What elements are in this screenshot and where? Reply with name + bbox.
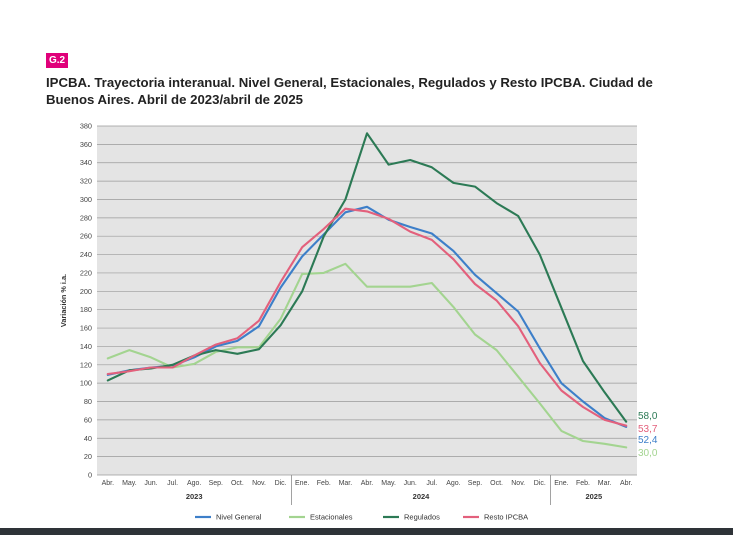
end-label-resto-ipcba: 53,7 <box>638 424 658 435</box>
x-tick-label: Ene. <box>295 480 309 487</box>
y-tick-label: 80 <box>84 397 92 406</box>
x-tick-label: Ago. <box>187 480 201 487</box>
x-tick-label: Dic. <box>534 480 546 487</box>
end-label-nivel-general: 52,4 <box>638 435 658 446</box>
y-tick-label: 20 <box>84 452 92 461</box>
series-line-nivel-general <box>106 205 628 428</box>
year-label: 2024 <box>413 492 431 501</box>
legend-label-resto-ipcba: Resto IPCBA <box>484 513 528 522</box>
y-tick-label: 160 <box>80 324 92 333</box>
x-tick-label: Jun. <box>144 480 157 487</box>
x-tick-label: Abr. <box>102 480 115 487</box>
window-bottom-bar <box>0 528 733 535</box>
x-tick-label: Ene. <box>554 480 568 487</box>
year-label: 2023 <box>186 492 203 501</box>
x-tick-label: Jul. <box>167 480 178 487</box>
year-label: 2025 <box>585 492 602 501</box>
y-tick-label: 120 <box>80 360 92 369</box>
x-tick-label: Nov. <box>511 480 525 487</box>
y-tick-label: 220 <box>80 268 92 277</box>
x-tick-label: Abr. <box>620 480 633 487</box>
y-tick-label: 140 <box>80 342 92 351</box>
x-tick-label: Dic. <box>275 480 287 487</box>
y-tick-label: 320 <box>80 177 92 186</box>
legend-label-estacionales: Estacionales <box>310 513 353 522</box>
end-label-estacionales: 30,0 <box>638 448 658 459</box>
x-tick-label: Mar. <box>339 480 353 487</box>
y-tick-label: 300 <box>80 195 92 204</box>
y-axis-label: Variación % i.a. <box>59 274 68 327</box>
x-tick-label: Mar. <box>598 480 612 487</box>
end-label-regulados: 58,0 <box>638 411 658 422</box>
x-tick-label: Feb. <box>317 480 331 487</box>
x-tick-label: Oct. <box>490 480 503 487</box>
y-tick-label: 100 <box>80 379 92 388</box>
y-tick-label: 60 <box>84 415 92 424</box>
x-tick-label: Jun. <box>404 480 417 487</box>
y-tick-label: 180 <box>80 305 92 314</box>
y-tick-label: 340 <box>80 158 92 167</box>
x-tick-label: Sep. <box>468 480 482 487</box>
y-tick-label: 240 <box>80 250 92 259</box>
x-tick-label: Nov. <box>252 480 266 487</box>
y-tick-label: 380 <box>80 122 92 131</box>
x-tick-label: Ago. <box>446 480 460 487</box>
y-tick-label: 360 <box>80 140 92 149</box>
legend-label-nivel-general: Nivel General <box>216 513 262 522</box>
x-tick-label: Jul. <box>426 480 437 487</box>
chart-title: IPCBA. Trayectoria interanual. Nivel Gen… <box>46 75 653 107</box>
x-tick-label: Sep. <box>209 480 223 487</box>
y-tick-label: 0 <box>88 471 92 480</box>
y-tick-label: 40 <box>84 434 92 443</box>
y-tick-label: 260 <box>80 232 92 241</box>
series-line-resto-ipcba <box>106 207 628 427</box>
plot-area <box>97 126 637 475</box>
x-tick-label: Feb. <box>576 480 590 487</box>
y-tick-label: 280 <box>80 213 92 222</box>
x-tick-label: Abr. <box>361 480 374 487</box>
x-tick-label: May. <box>122 480 137 487</box>
x-tick-label: Oct. <box>231 480 244 487</box>
x-tick-label: May. <box>381 480 396 487</box>
series-line-estacionales <box>106 262 628 449</box>
y-tick-label: 200 <box>80 287 92 296</box>
legend-label-regulados: Regulados <box>404 513 440 522</box>
figure-tag: G.2 <box>46 53 68 68</box>
